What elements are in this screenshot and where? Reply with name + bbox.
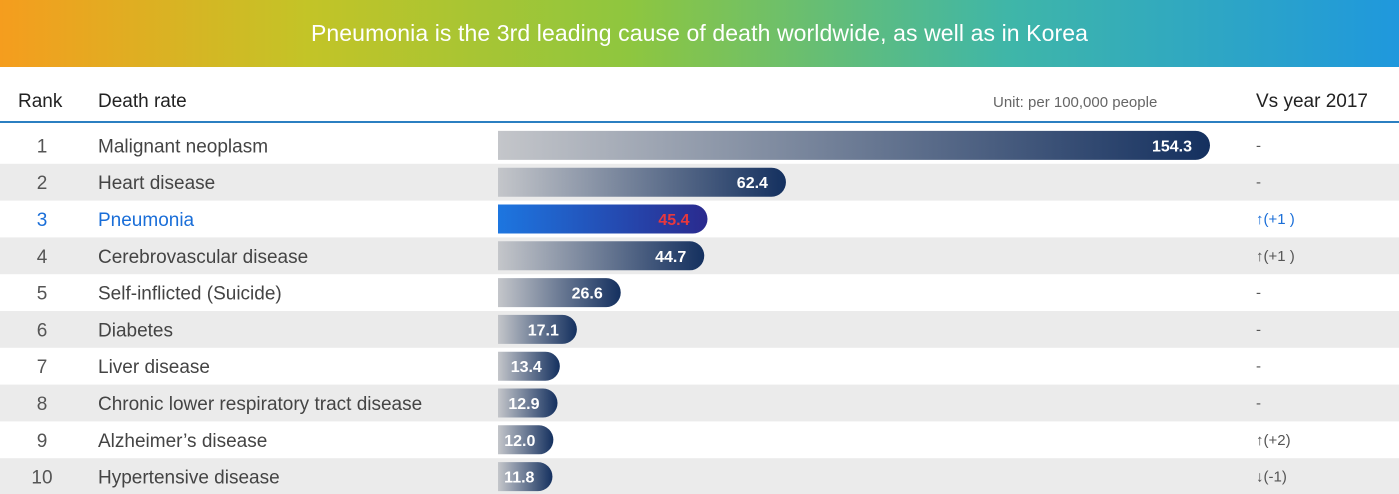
header-vs-2017: Vs year 2017 [1256,91,1368,112]
rank-label: 10 [31,468,52,489]
header-rank: Rank [18,91,63,112]
header-death-rate: Death rate [98,91,187,112]
change-label: - [1256,395,1261,412]
value-label: 44.7 [655,249,686,266]
table-row: 10 Hypertensive disease 11.8 ↓(-1) [0,458,1399,494]
row-background [0,384,1399,422]
bar [498,167,786,197]
header-unit: Unit: per 100,000 people [993,94,1158,111]
value-label: 62.4 [737,175,768,192]
rank-label: 4 [37,247,48,268]
bar [498,351,560,381]
table-row: 5 Self-inflicted (Suicide) 26.6 - [37,278,1261,308]
bar [498,241,705,271]
change-label: - [1256,321,1261,338]
table-row: 9 Alzheimer’s disease 12.0 ↑(+2) [37,425,1291,455]
table-row: 7 Liver disease 13.4 - [37,351,1261,381]
title-banner: Pneumonia is the 3rd leading cause of de… [0,0,1399,67]
bar [498,314,577,344]
value-label: 12.9 [508,396,539,413]
value-label: 13.4 [511,359,542,376]
value-label: 12.0 [504,433,535,450]
table-row: 3 Pneumonia 45.4 ↑(+1 ) [37,204,1295,234]
bar [498,278,621,308]
table-row: 8 Chronic lower respiratory tract disease… [0,384,1399,422]
cause-label: Diabetes [98,320,173,341]
change-label: ↑(+1 ) [1256,211,1295,228]
cause-label: Cerebrovascular disease [98,247,308,268]
value-label: 17.1 [528,322,559,339]
rank-label: 9 [37,431,48,452]
cause-label: Chronic lower respiratory tract disease [98,394,422,415]
rank-label: 8 [37,394,48,415]
cause-label: Alzheimer’s disease [98,431,267,452]
rank-label: 2 [37,173,48,194]
bar [498,204,708,234]
change-label: - [1256,358,1261,375]
change-label: ↑(+1 ) [1256,248,1295,265]
value-label: 11.8 [504,470,534,487]
bar [498,425,554,455]
bar [498,462,553,492]
cause-label: Hypertensive disease [98,468,280,489]
bar [498,388,558,418]
change-label: ↑(+2) [1256,432,1291,449]
table-row: 2 Heart disease 62.4 - [0,163,1399,201]
cause-label: Malignant neoplasm [98,136,268,157]
row-background [0,311,1399,348]
rank-label: 6 [37,320,48,341]
rank-label: 3 [37,210,48,231]
change-label: - [1256,285,1261,302]
rank-label: 5 [37,284,48,305]
table-header: Rank Death rate Unit: per 100,000 people… [0,85,1399,123]
row-background [0,458,1399,494]
bar [498,130,1210,160]
cause-label: Liver disease [98,357,210,378]
rank-label: 1 [37,136,48,157]
change-label: - [1256,174,1261,191]
value-label: 154.3 [1152,138,1192,155]
table-row: 6 Diabetes 17.1 - [0,311,1399,348]
change-label: ↓(-1) [1256,469,1287,486]
table-row: 4 Cerebrovascular disease 44.7 ↑(+1 ) [0,237,1399,275]
change-label: - [1256,137,1261,154]
value-label: 45.4 [658,212,689,229]
cause-label: Pneumonia [98,210,195,231]
chart-title: Pneumonia is the 3rd leading cause of de… [310,20,1089,46]
cause-label: Heart disease [98,173,215,194]
rank-label: 7 [37,357,48,378]
value-label: 26.6 [572,286,603,303]
table-row: 1 Malignant neoplasm 154.3 - [37,130,1261,160]
cause-label: Self-inflicted (Suicide) [98,284,282,305]
